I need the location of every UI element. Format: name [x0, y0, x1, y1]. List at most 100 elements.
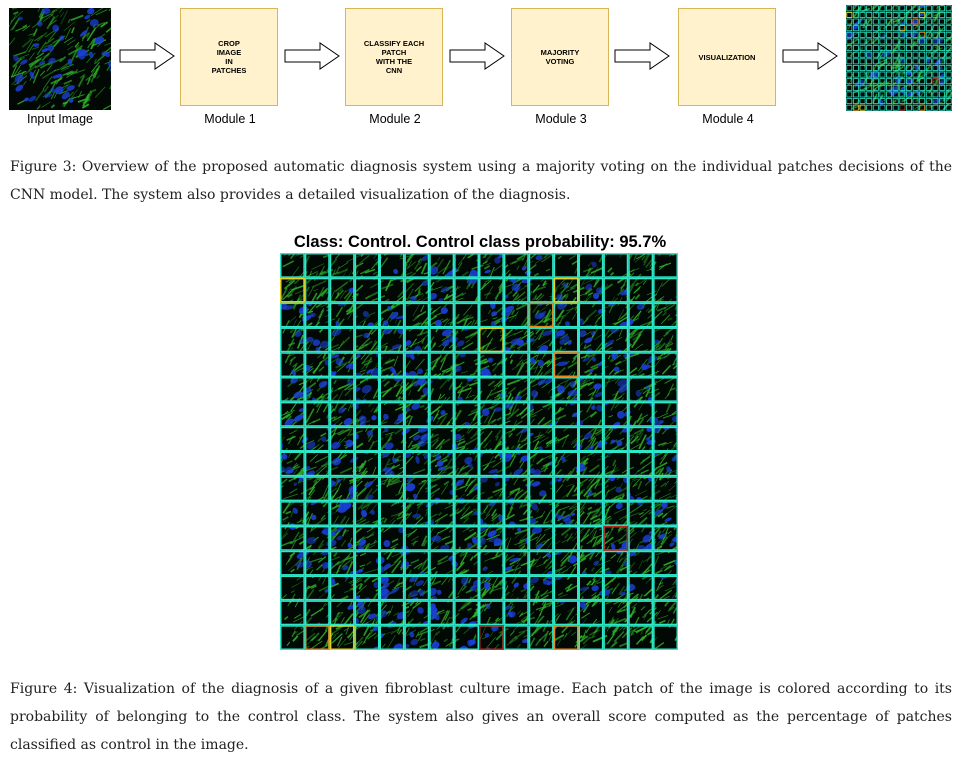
patch-cell [628, 352, 654, 378]
patch-cell [454, 302, 479, 328]
patch-cell [479, 525, 504, 551]
patch-cell [852, 25, 859, 32]
patch-cell [919, 71, 926, 78]
patch-cell [304, 253, 330, 278]
patch-cell [503, 401, 529, 427]
patch-cell [578, 476, 604, 502]
patch-cell [852, 58, 859, 65]
highlighted-patch [846, 11, 853, 18]
patch-cell [866, 11, 873, 18]
patch-cell [925, 45, 932, 52]
patch-cell [304, 401, 330, 427]
patch-cell [329, 277, 355, 303]
patch-cell [872, 38, 879, 45]
patch-cell [912, 31, 919, 38]
patch-cell [528, 352, 554, 378]
patch-cell [945, 84, 952, 91]
patch-cell [925, 64, 932, 71]
patch-cell [899, 98, 906, 105]
patch-cell [866, 91, 873, 98]
patch-cell [912, 64, 919, 71]
patch-cell [653, 253, 678, 278]
patch-cell [846, 51, 853, 58]
patch-cell [872, 78, 879, 85]
highlighted-patch [899, 104, 906, 111]
patch-cell [859, 38, 866, 45]
patch-cell [603, 327, 629, 353]
patch-cell [603, 401, 629, 427]
patch-cell [932, 71, 939, 78]
patch-cell [354, 277, 380, 303]
patch-cell [912, 104, 919, 111]
patch-cell [454, 327, 479, 353]
patch-cell [454, 377, 479, 402]
highlighted-patch [479, 327, 504, 353]
patch-cell [528, 575, 554, 601]
patch-cell [939, 84, 946, 91]
patch-cell [479, 377, 504, 402]
patch-cell [503, 426, 529, 452]
patch-cell [329, 401, 355, 427]
patch-cell [503, 550, 529, 576]
patch-cell [503, 451, 529, 477]
patch-cell [304, 451, 330, 477]
patch-cell [859, 11, 866, 18]
patch-cell [578, 575, 604, 601]
patch-cell [304, 426, 330, 452]
patch-cell [280, 476, 305, 502]
patch-cell [886, 104, 893, 111]
patch-cell [945, 98, 952, 105]
patch-cell [404, 550, 430, 576]
patch-cell [553, 451, 579, 477]
highlighted-patch [912, 18, 919, 25]
patch-cell [280, 625, 305, 650]
patch-cell [503, 377, 529, 402]
patch-cell [503, 525, 529, 551]
patch-cell [899, 84, 906, 91]
module-4-box: VISUALIZATION [678, 8, 776, 106]
highlighted-patch [919, 31, 926, 38]
patch-cell [846, 84, 853, 91]
module-3-box: MAJORITY VOTING [511, 8, 609, 106]
patch-cell [905, 18, 912, 25]
patch-cell [866, 58, 873, 65]
patch-cell [454, 525, 479, 551]
patch-cell [939, 71, 946, 78]
arrow-icon [449, 42, 505, 70]
patch-cell [852, 38, 859, 45]
patch-cell [846, 64, 853, 71]
patch-cell [404, 476, 430, 502]
patch-cell [379, 277, 405, 303]
patch-cell [879, 38, 886, 45]
patch-cell [653, 451, 678, 477]
patch-cell [404, 575, 430, 601]
patch-cell [454, 625, 479, 650]
patch-cell [578, 451, 604, 477]
patch-cell [479, 575, 504, 601]
patch-cell [628, 550, 654, 576]
module-4-text: VISUALIZATION [698, 52, 756, 62]
patch-cell [852, 71, 859, 78]
patch-cell [429, 302, 455, 328]
highlighted-patch [528, 302, 554, 328]
patch-cell [866, 104, 873, 111]
patch-cell [454, 476, 479, 502]
patch-cell [553, 401, 579, 427]
patch-cell [899, 31, 906, 38]
patch-cell [846, 98, 853, 105]
patch-cell [479, 476, 504, 502]
patch-cell [912, 11, 919, 18]
patch-cell [429, 327, 455, 353]
patch-cell [304, 476, 330, 502]
patch-cell [846, 91, 853, 98]
patch-cell [932, 58, 939, 65]
patch-cell [354, 550, 380, 576]
module-3-text: MAJORITY VOTING [540, 48, 580, 66]
patch-cell [578, 253, 604, 278]
patch-cell [886, 5, 893, 12]
patch-cell [354, 625, 380, 650]
patch-cell [404, 277, 430, 303]
patch-cell [852, 64, 859, 71]
patch-cell [912, 71, 919, 78]
patch-cell [945, 11, 952, 18]
